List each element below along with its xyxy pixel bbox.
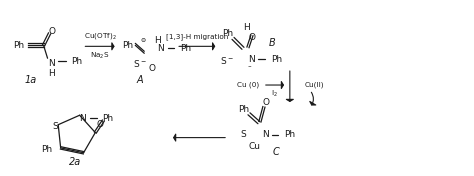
Text: B: B bbox=[269, 38, 276, 48]
Text: N: N bbox=[248, 55, 255, 64]
Text: O: O bbox=[263, 98, 269, 107]
Text: N: N bbox=[48, 59, 55, 68]
Text: Cu(II): Cu(II) bbox=[305, 82, 324, 88]
Text: Ph: Ph bbox=[271, 55, 282, 64]
Text: H: H bbox=[154, 36, 161, 45]
Text: Cu: Cu bbox=[249, 142, 261, 151]
Text: Ph: Ph bbox=[72, 57, 82, 66]
Text: S: S bbox=[52, 122, 58, 131]
Text: Ph: Ph bbox=[222, 29, 233, 38]
Text: S$^-$: S$^-$ bbox=[220, 55, 234, 66]
Text: N: N bbox=[157, 44, 164, 53]
Text: 2a: 2a bbox=[69, 157, 82, 167]
Text: Cu(OTf)$_2$: Cu(OTf)$_2$ bbox=[83, 31, 116, 41]
Text: Na$_2$S: Na$_2$S bbox=[90, 51, 109, 61]
Text: O: O bbox=[97, 120, 104, 129]
Text: Ph: Ph bbox=[122, 41, 134, 50]
Text: O: O bbox=[48, 27, 55, 36]
Text: Cu (0): Cu (0) bbox=[237, 82, 259, 88]
Text: S$^-$: S$^-$ bbox=[134, 58, 147, 69]
Text: [1,3]-H migration: [1,3]-H migration bbox=[166, 33, 228, 40]
Text: Ph: Ph bbox=[13, 41, 24, 50]
Text: O: O bbox=[149, 64, 156, 73]
Text: A: A bbox=[137, 75, 144, 85]
Text: Ph: Ph bbox=[102, 114, 114, 123]
Text: H: H bbox=[244, 23, 250, 32]
Text: $\ominus$: $\ominus$ bbox=[140, 36, 146, 44]
Text: Ph: Ph bbox=[42, 145, 53, 154]
Text: Ph: Ph bbox=[238, 105, 249, 114]
Text: I$_2$: I$_2$ bbox=[272, 89, 278, 99]
Text: C: C bbox=[273, 147, 279, 158]
Text: S: S bbox=[240, 130, 246, 139]
Text: Ph: Ph bbox=[180, 44, 191, 53]
Text: N: N bbox=[79, 114, 86, 123]
Text: O: O bbox=[248, 33, 255, 42]
Text: 1a: 1a bbox=[25, 75, 36, 85]
Text: $^-$: $^-$ bbox=[247, 65, 253, 70]
Text: Ph: Ph bbox=[284, 130, 295, 139]
Text: N: N bbox=[263, 130, 269, 139]
Text: H: H bbox=[48, 69, 55, 78]
